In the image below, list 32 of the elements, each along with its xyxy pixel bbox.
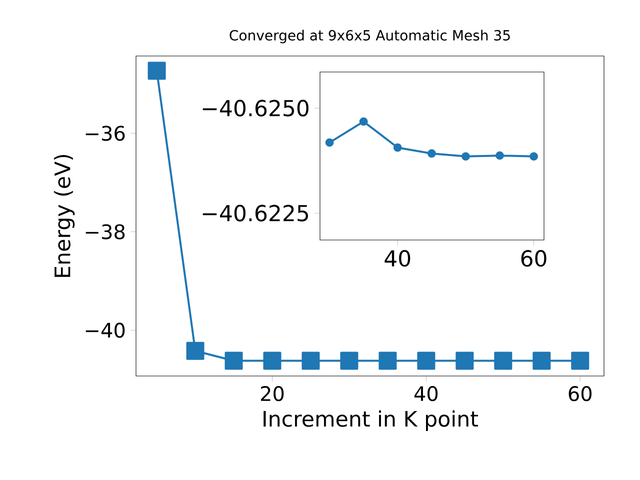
point: [325, 138, 334, 147]
x-tick-label: 20: [260, 386, 284, 402]
point: [530, 152, 538, 161]
y-axis-title: Energy (eV): [54, 154, 75, 277]
x-tick-label: 60: [568, 386, 592, 402]
point: [427, 149, 436, 158]
point: [263, 352, 282, 370]
chart-title: Converged at 9x6x5 Automatic Mesh 35: [230, 30, 510, 44]
point: [340, 352, 358, 370]
y-tick-label: −40.6250: [202, 100, 308, 116]
point: [224, 352, 243, 370]
point: [571, 352, 590, 370]
x-tick-label: 40: [384, 250, 410, 267]
y-tick-label: −40: [86, 322, 125, 338]
point: [494, 352, 512, 370]
point: [532, 352, 551, 370]
point: [378, 352, 397, 370]
point: [496, 151, 504, 160]
point: [359, 117, 368, 126]
y-tick-label: −40.6225: [202, 204, 308, 222]
point: [393, 143, 402, 152]
point: [417, 352, 436, 370]
y-tick-label: −38: [86, 224, 125, 240]
point: [148, 62, 166, 80]
x-tick-label: 40: [414, 386, 438, 402]
point: [456, 352, 474, 370]
point: [302, 352, 320, 370]
point: [186, 342, 204, 360]
point: [462, 152, 470, 161]
x-tick-label: 60: [521, 250, 546, 267]
x-axis-title: Increment in K point: [264, 410, 478, 431]
y-tick-label: −36: [86, 126, 125, 141]
